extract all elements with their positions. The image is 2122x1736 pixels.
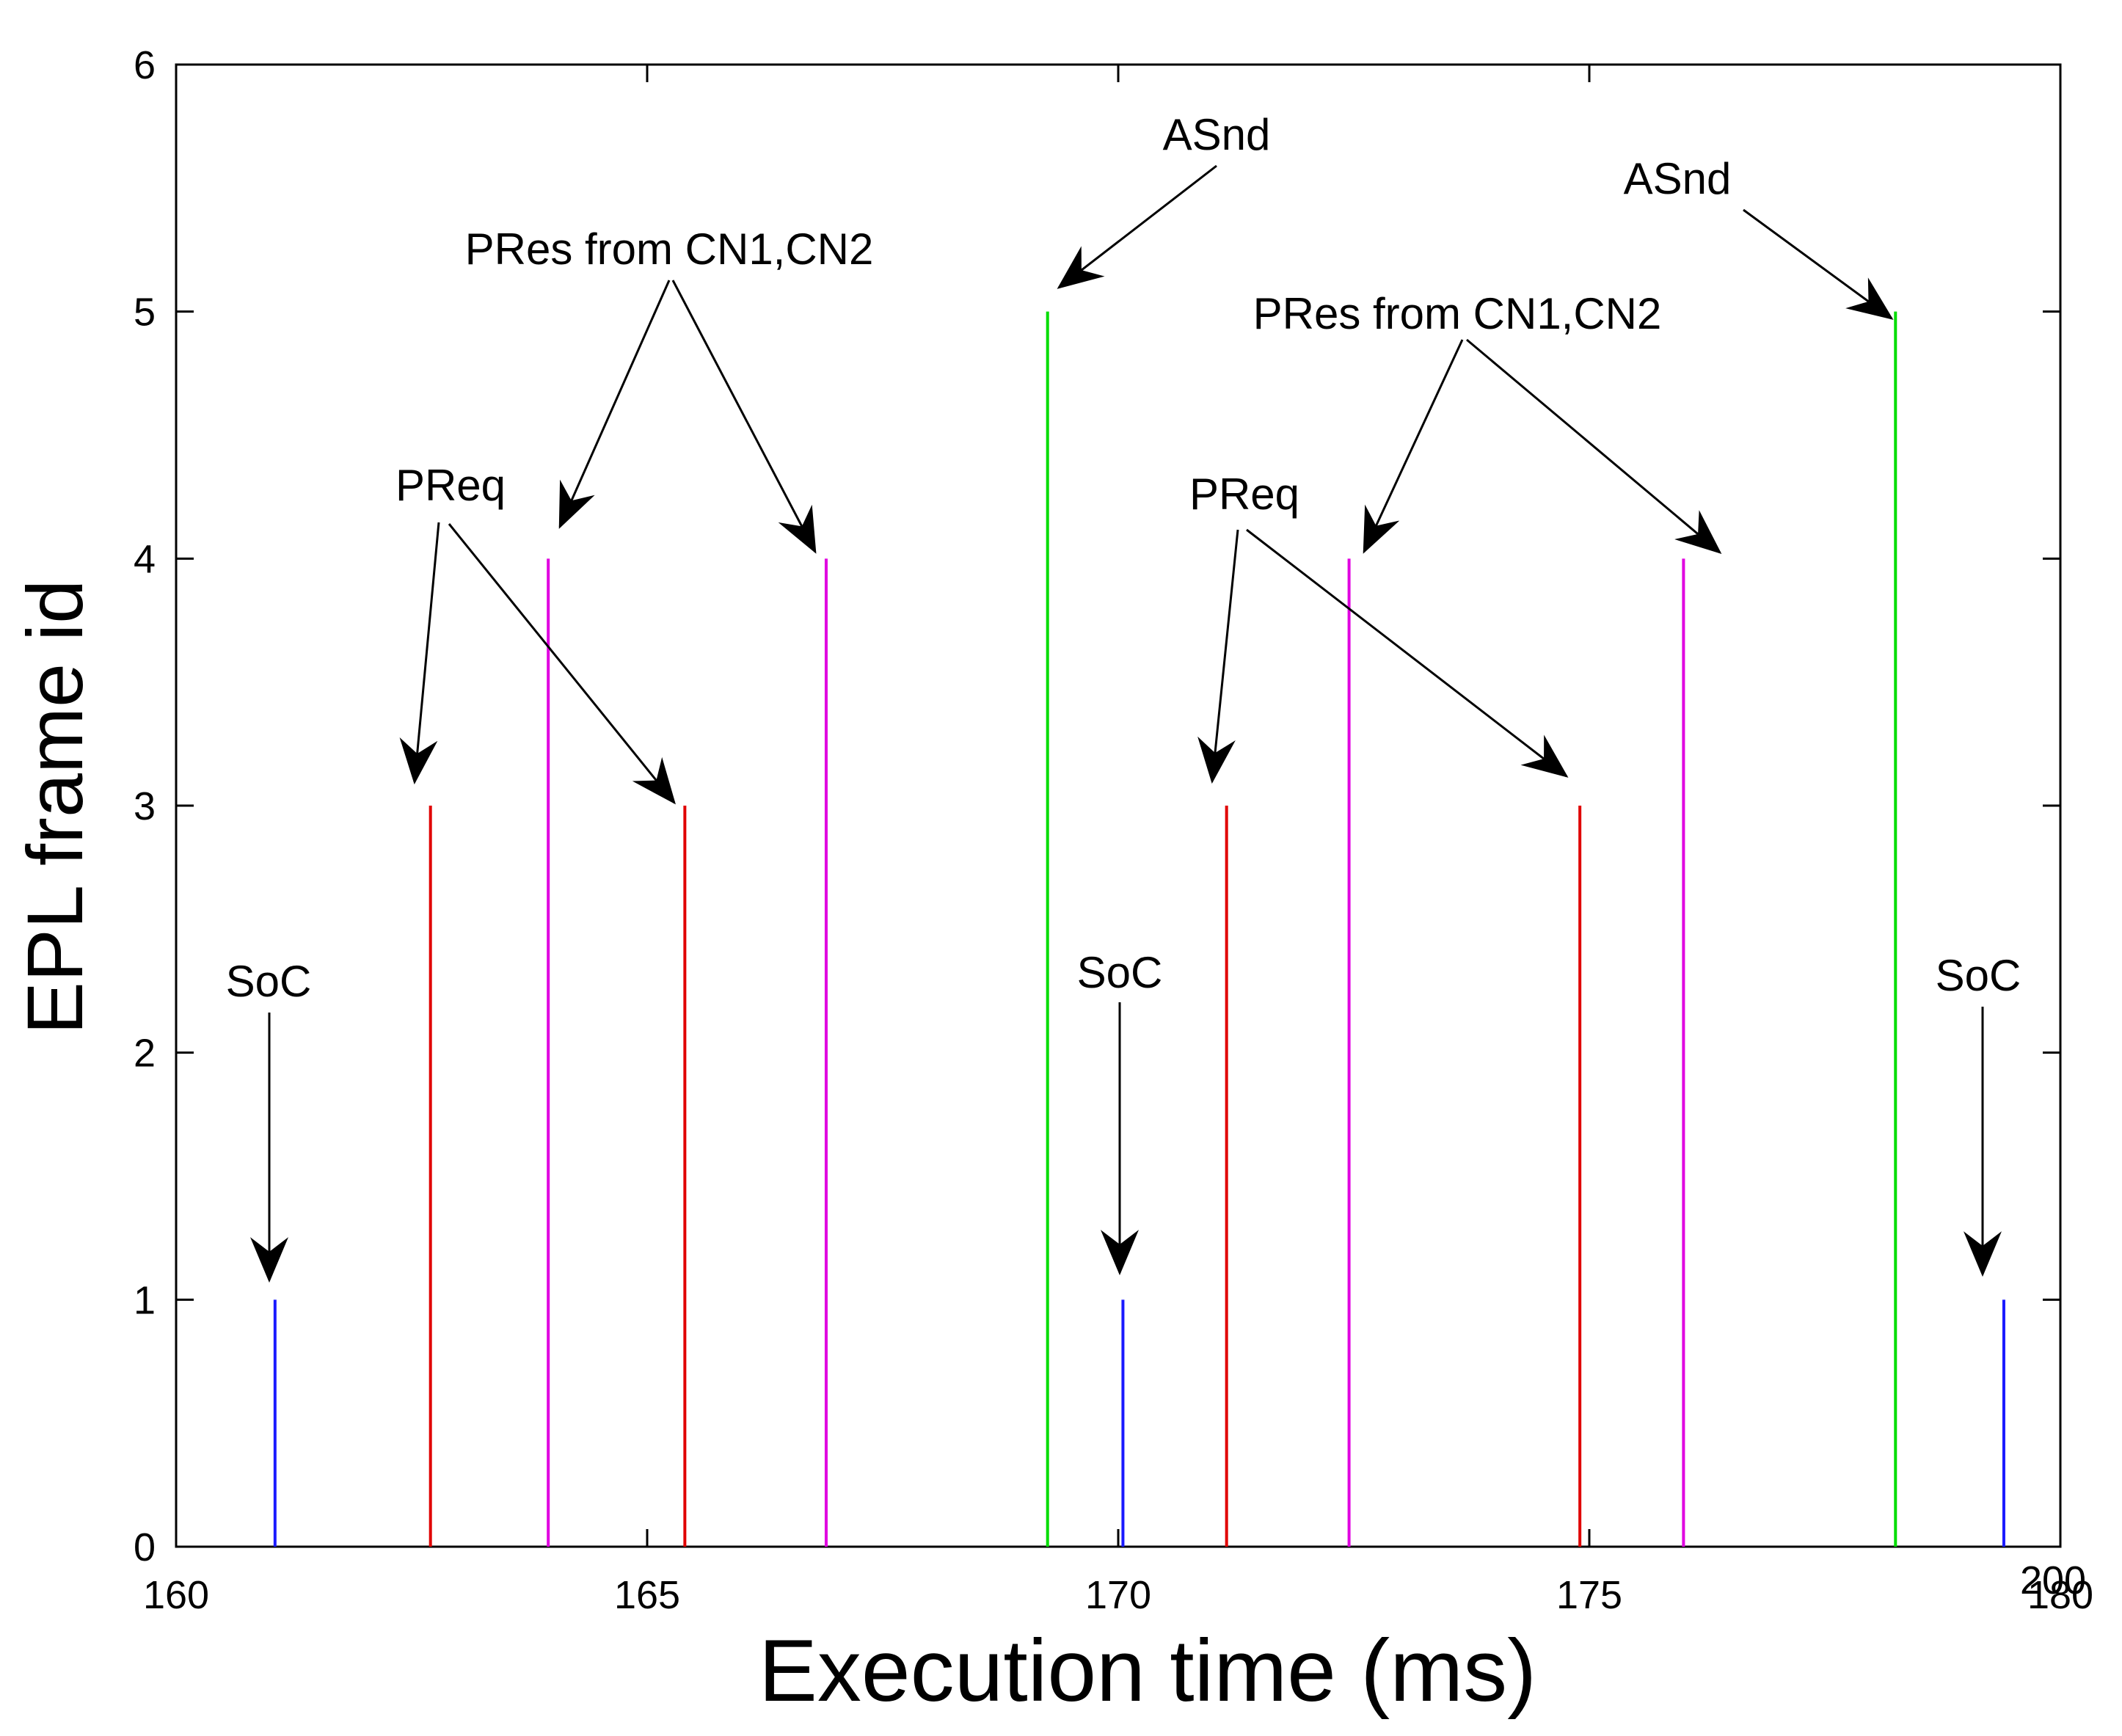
annotation-labels: SoC PReq PRes from CN1,CN2 ASnd SoC PReq PRes … — [226, 110, 2021, 1006]
annotation-arrows — [250, 164, 2002, 1283]
y-tick-label: 5 — [134, 291, 156, 335]
annotation-arrow — [558, 280, 671, 529]
annotation-arrow — [448, 523, 676, 805]
annotation-arrow — [671, 280, 817, 554]
stem-series — [273, 311, 2005, 1547]
y-axis-label: EPL frame id — [10, 580, 99, 1035]
x-tick-label: 175 — [1556, 1573, 1622, 1617]
y-tick-label: 2 — [134, 1032, 156, 1076]
annotation-label-preq: PReq — [1189, 470, 1299, 519]
x-axis-label: Execution time (ms) — [759, 1622, 1536, 1720]
y-axis-ticks: 0 1 2 3 4 5 6 — [134, 43, 2060, 1569]
annotation-label-pres-from-cn1-cn2: PRes from CN1,CN2 — [465, 225, 874, 274]
annotation-arrow — [1197, 529, 1239, 784]
x-tick-label: 170 — [1085, 1573, 1151, 1617]
annotation-label-asnd: ASnd — [1624, 154, 1732, 203]
y-tick-label: 6 — [134, 43, 156, 87]
x-tick-label: 160 — [143, 1573, 209, 1617]
x-tick-label: 165 — [614, 1573, 680, 1617]
plot-area — [175, 63, 2062, 1548]
x-tick-label: 200 — [2020, 1558, 2086, 1602]
y-tick-label: 3 — [134, 784, 156, 828]
annotation-arrow — [1743, 208, 1894, 320]
annotation-label-preq: PReq — [395, 461, 506, 510]
annotation-label-asnd: ASnd — [1163, 110, 1271, 159]
y-tick-label: 1 — [134, 1278, 156, 1322]
x-tick-label: 180 — [2027, 1573, 2093, 1617]
annotation-arrow — [399, 522, 440, 785]
annotation-label-pres-from-cn1-cn2: PRes from CN1,CN2 — [1253, 289, 1662, 338]
annotation-arrow — [1057, 164, 1217, 289]
y-tick-label: 0 — [134, 1525, 156, 1569]
annotation-label-soc: SoC — [226, 957, 312, 1006]
annotation-arrow — [1466, 338, 1722, 554]
annotation-arrow — [1246, 528, 1569, 778]
annotation-label-soc: SoC — [1077, 948, 1163, 997]
annotation-arrow — [1363, 339, 1464, 554]
y-tick-label: 4 — [134, 537, 156, 581]
annotation-label-soc: SoC — [1936, 951, 2021, 1000]
